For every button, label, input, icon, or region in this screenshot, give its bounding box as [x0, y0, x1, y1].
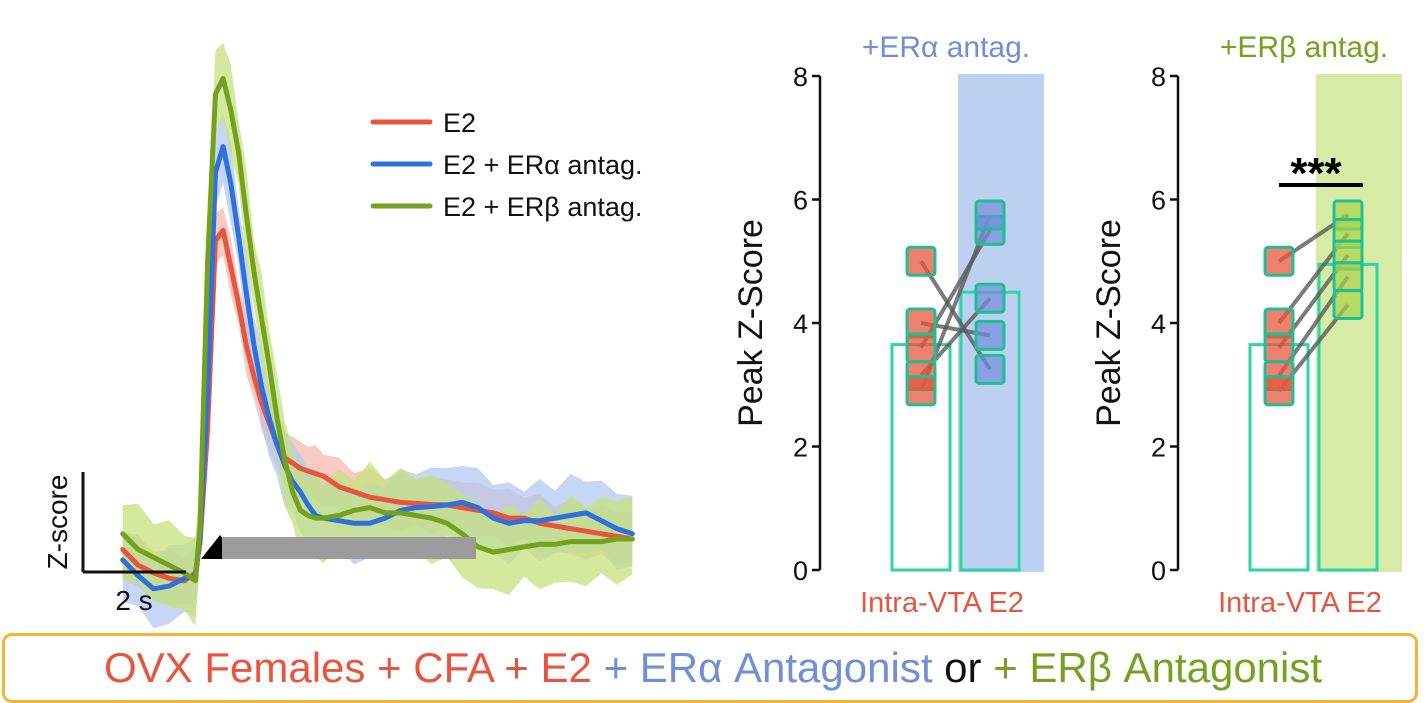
erb-ytick-label-0: 0 [1151, 556, 1166, 586]
trace-line-2 [120, 76, 635, 584]
erb-ytick-label-2: 2 [1151, 433, 1166, 463]
erb-marker-ctrl-4 [1263, 375, 1295, 407]
stim-duration-bar [222, 537, 476, 559]
figure-canvas: E2 E2 + ERα antag. E2 + ERβ antag. 2 s Z-sco… [42, 31, 1402, 629]
erb-significance: *** [1290, 149, 1342, 198]
erb-ytick-label-6: 6 [1151, 186, 1166, 216]
footer-part-erb: + ERβ Antagonist [993, 644, 1323, 691]
footer-caption: OVX Females + CFA + E2 + ERα Antagonist … [0, 642, 1426, 694]
footer-part-or: or [932, 644, 994, 691]
erb-marker-ctrl-2 [1263, 332, 1295, 364]
erb-ylabel: Peak Z-Score [1090, 219, 1128, 427]
era-ylabel: Peak Z-Score [732, 219, 770, 427]
footer-part-ovx: OVX Females + CFA + E2 [103, 644, 592, 691]
erb-marker-trt-3 [1332, 261, 1364, 293]
erb-ytick-label-8: 8 [1151, 62, 1166, 92]
trace-band-1 [122, 114, 633, 629]
erb-marker-ctrl-0 [1263, 245, 1295, 277]
era-marker-ctrl-0 [905, 245, 937, 277]
era-marker-trt-0 [974, 353, 1006, 385]
scalebar-y-label: Z-score [42, 475, 73, 570]
era-bar-panel: 0 2 4 6 8 Peak Z-Score +ERα antag. Intra-VTA E2 [732, 31, 1044, 619]
trace-panel: E2 E2 + ERα antag. E2 + ERβ antag. 2 s Z-sco… [42, 42, 642, 629]
erb-title: +ERβ antag. [1220, 31, 1388, 64]
era-marker-trt-3 [974, 282, 1006, 314]
legend-label-1: E2 + ERα antag. [443, 150, 642, 180]
era-ytick-label-4: 4 [793, 309, 808, 339]
era-marker-trt-1 [974, 319, 1006, 351]
era-ytick-label-6: 6 [793, 186, 808, 216]
era-ytick-label-2: 2 [793, 433, 808, 463]
era-ytick-label-8: 8 [793, 62, 808, 92]
scalebar-x-label: 2 s [115, 585, 152, 616]
era-xlabel: Intra-VTA E2 [860, 587, 1024, 619]
erb-ytick-label-4: 4 [1151, 309, 1166, 339]
erb-bar-panel: 0 2 4 6 8 Peak Z-Score +ERβ antag. Intra-VTA E2… [1090, 31, 1402, 619]
erb-xlabel: Intra-VTA E2 [1218, 587, 1382, 619]
era-pair-line-0 [919, 260, 992, 371]
footer-part-era: + ERα Antagonist [591, 644, 933, 691]
erb-marker-trt-4 [1332, 288, 1364, 320]
era-marker-trt-4 [974, 199, 1006, 231]
era-ytick-label-0: 0 [793, 556, 808, 586]
era-title: +ERα antag. [862, 31, 1030, 64]
legend-label-2: E2 + ERβ antag. [443, 192, 642, 222]
era-marker-ctrl-2 [905, 332, 937, 364]
era-marker-ctrl-4 [905, 375, 937, 407]
legend-label-0: E2 [443, 108, 476, 138]
erb-shade [1316, 74, 1402, 572]
